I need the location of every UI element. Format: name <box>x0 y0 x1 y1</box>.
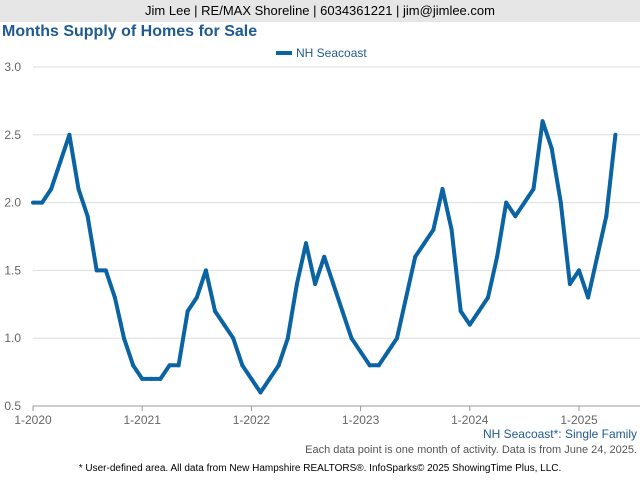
x-tick-label: 1-2022 <box>233 413 271 427</box>
data-point[interactable] <box>49 187 54 192</box>
y-tick-label: 1.5 <box>4 263 21 277</box>
footer-disclaimer: * User-defined area. All data from New H… <box>78 463 562 474</box>
data-point[interactable] <box>540 119 545 124</box>
data-point[interactable] <box>604 214 609 219</box>
data-point[interactable] <box>404 295 409 300</box>
data-point[interactable] <box>595 254 600 259</box>
data-point[interactable] <box>531 187 536 192</box>
data-point[interactable] <box>213 309 217 314</box>
data-point[interactable] <box>112 295 117 300</box>
x-tick-label: 1-2025 <box>560 413 598 427</box>
x-tick-label: 1-2024 <box>451 413 489 427</box>
legend: NH Seacoast <box>276 46 367 60</box>
x-tick-label: 1-2021 <box>124 413 162 427</box>
data-point[interactable] <box>313 281 318 286</box>
x-tick-label: 1-2020 <box>14 413 52 427</box>
y-tick-label: 2.5 <box>4 128 21 142</box>
data-point[interactable] <box>203 268 208 273</box>
data-point[interactable] <box>476 309 481 314</box>
y-tick-label: 1.0 <box>4 331 21 345</box>
data-point[interactable] <box>58 159 63 164</box>
data-point[interactable] <box>513 214 518 219</box>
data-point[interactable] <box>149 376 154 381</box>
data-point[interactable] <box>185 309 190 314</box>
data-point[interactable] <box>586 295 591 300</box>
data-point[interactable] <box>413 254 418 259</box>
data-point[interactable] <box>385 349 390 354</box>
data-point[interactable] <box>577 268 581 273</box>
series-area-label: NH Seacoast*: Single Family <box>482 427 637 441</box>
x-tick-label: 1-2023 <box>342 413 380 427</box>
data-point[interactable] <box>103 268 108 273</box>
data-point[interactable] <box>567 281 572 286</box>
data-point[interactable] <box>522 200 527 205</box>
data-point[interactable] <box>31 200 35 205</box>
data-point[interactable] <box>331 281 336 286</box>
data-point[interactable] <box>431 227 436 232</box>
data-point[interactable] <box>340 309 345 314</box>
data-point[interactable] <box>495 254 500 259</box>
data-point[interactable] <box>231 336 236 341</box>
data-point[interactable] <box>549 146 554 151</box>
data-point[interactable] <box>240 363 245 368</box>
data-point[interactable] <box>76 187 81 192</box>
grid-lines <box>33 66 640 407</box>
data-point[interactable] <box>158 376 163 381</box>
contact-header: Jim Lee | RE/MAX Shoreline | 6034361221 … <box>0 0 640 22</box>
data-point[interactable] <box>222 322 227 327</box>
data-point[interactable] <box>358 349 363 354</box>
data-point[interactable] <box>267 376 272 381</box>
legend-swatch <box>276 51 292 55</box>
y-tick-label: 0.5 <box>4 399 21 413</box>
data-point[interactable] <box>94 268 99 273</box>
data-point[interactable] <box>613 132 618 137</box>
data-point[interactable] <box>322 254 327 259</box>
data-point[interactable] <box>194 295 199 300</box>
data-point[interactable] <box>258 390 263 395</box>
data-point[interactable] <box>67 132 72 137</box>
data-point[interactable] <box>349 336 354 341</box>
x-axis-ticks: 1-2020 1-2021 1-2022 1-2023 1-2024 1-2025 <box>14 406 598 427</box>
data-point[interactable] <box>249 376 254 381</box>
data-point[interactable] <box>376 363 381 368</box>
data-point[interactable] <box>449 227 454 232</box>
data-note: Each data point is one month of activity… <box>305 444 637 456</box>
y-tick-label: 3.0 <box>4 60 21 74</box>
data-point[interactable] <box>458 309 463 314</box>
data-point[interactable] <box>486 295 490 300</box>
data-point[interactable] <box>367 363 372 368</box>
data-point[interactable] <box>40 200 45 205</box>
data-point[interactable] <box>176 363 181 368</box>
data-point[interactable] <box>285 336 290 341</box>
data-point[interactable] <box>504 200 509 205</box>
data-point[interactable] <box>85 214 90 219</box>
data-point[interactable] <box>395 336 399 341</box>
y-tick-label: 2.0 <box>4 196 21 210</box>
data-point[interactable] <box>131 363 136 368</box>
data-point[interactable] <box>122 336 126 341</box>
data-point[interactable] <box>558 200 563 205</box>
data-point[interactable] <box>276 363 281 368</box>
data-point[interactable] <box>140 376 145 381</box>
data-point[interactable] <box>304 241 308 246</box>
data-point[interactable] <box>167 363 172 368</box>
data-point[interactable] <box>294 281 299 286</box>
data-point[interactable] <box>440 187 445 192</box>
data-points <box>31 119 618 395</box>
data-point[interactable] <box>422 241 427 246</box>
data-point[interactable] <box>467 322 472 327</box>
legend-label: NH Seacoast <box>296 46 367 60</box>
y-axis-ticks: 0.5 1.0 1.5 2.0 2.5 3.0 <box>4 60 21 413</box>
chart-title: Months Supply of Homes for Sale <box>2 23 258 40</box>
